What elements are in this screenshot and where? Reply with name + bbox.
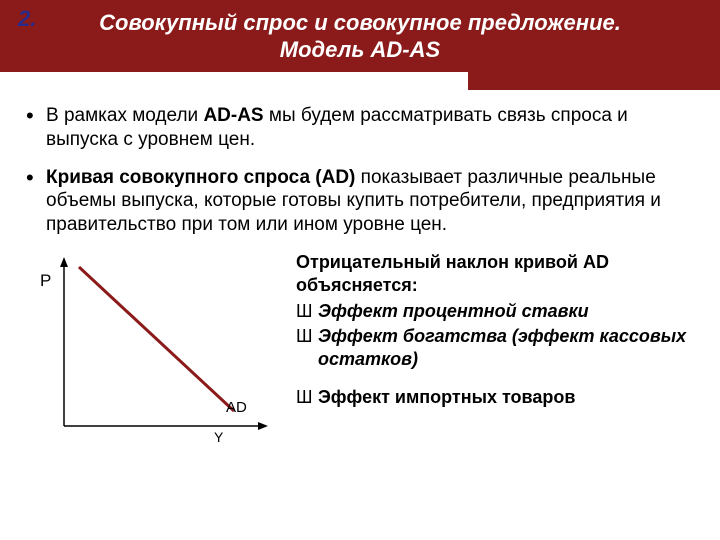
header-strip bbox=[0, 72, 720, 90]
bullet-2: • Кривая совокупного спроса (AD) показыв… bbox=[26, 166, 694, 237]
bullet-dot: • bbox=[26, 166, 46, 237]
effect-text-3: Эффект импортных товаров bbox=[318, 386, 575, 409]
curve-label: AD bbox=[226, 399, 247, 416]
check-icon: Ш bbox=[296, 325, 318, 372]
effect-1: Ш Эффект процентной ставки bbox=[296, 300, 702, 323]
lower-row: P Y AD Отрицательный наклон кривой AD об… bbox=[0, 251, 720, 451]
effect-3: Ш Эффект импортных товаров bbox=[296, 386, 702, 409]
check-icon: Ш bbox=[296, 300, 318, 323]
effect-text-2: Эффект богатства (эффект кассовых остатк… bbox=[318, 325, 702, 372]
check-icon: Ш bbox=[296, 386, 318, 409]
ad-chart: P Y AD bbox=[34, 251, 284, 451]
b2-bold: Кривая совокупного спроса (AD) bbox=[46, 167, 361, 188]
slide-number: 2. bbox=[18, 6, 36, 32]
bullet-1: • В рамках модели AD-AS мы будем рассмат… bbox=[26, 104, 694, 152]
strip-right bbox=[468, 72, 720, 90]
chart-svg bbox=[34, 251, 284, 451]
title-line2: Модель AD-AS bbox=[280, 37, 440, 62]
header-title: Совокупный спрос и совокупное предложени… bbox=[0, 9, 720, 64]
bullet-text-2: Кривая совокупного спроса (AD) показывае… bbox=[46, 166, 694, 237]
effect-text-1: Эффект процентной ставки bbox=[318, 300, 589, 323]
strip-left bbox=[0, 72, 468, 90]
explain-title: Отрицательный наклон кривой AD объясняет… bbox=[296, 251, 702, 298]
bullet-dot: • bbox=[26, 104, 46, 152]
b1-prefix: В рамках модели bbox=[46, 105, 203, 126]
y-axis-label: P bbox=[40, 271, 51, 291]
x-axis-label: Y bbox=[214, 429, 223, 445]
title-line1: Совокупный спрос и совокупное предложени… bbox=[99, 10, 621, 35]
content: • В рамках модели AD-AS мы будем рассмат… bbox=[0, 90, 720, 237]
explain-col: Отрицательный наклон кривой AD объясняет… bbox=[284, 251, 702, 451]
effect-2: Ш Эффект богатства (эффект кассовых оста… bbox=[296, 325, 702, 372]
bullet-text-1: В рамках модели AD-AS мы будем рассматри… bbox=[46, 104, 694, 152]
b1-bold: AD-AS bbox=[203, 105, 263, 126]
header-band: 2. Совокупный спрос и совокупное предлож… bbox=[0, 0, 720, 72]
